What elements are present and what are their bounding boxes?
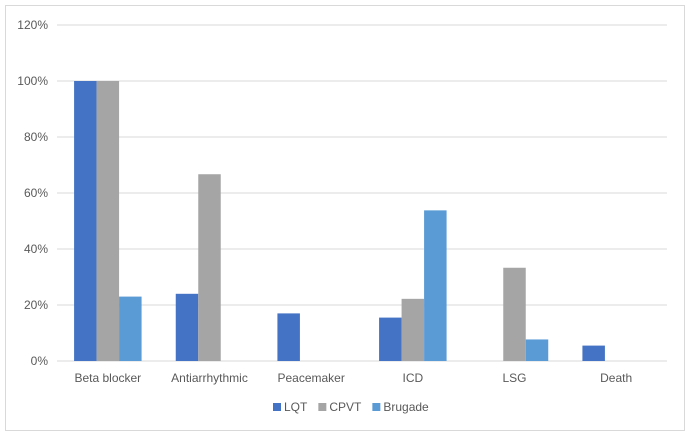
- y-tick-label: 40%: [24, 242, 48, 256]
- bar-brugade-lsg: [525, 339, 549, 361]
- bar-lqt-antiarrhythmic: [175, 293, 199, 361]
- bar-cpvt-lsg: [503, 267, 526, 361]
- x-axis-ticks: Beta blocker Antiarrhythmic Peacemaker ICD L…: [74, 371, 632, 385]
- x-tick-label: Beta blocker: [74, 371, 141, 385]
- y-tick-label: 60%: [24, 186, 48, 200]
- bar-cpvt-icd: [401, 298, 425, 361]
- x-tick-label: LSG: [502, 371, 526, 385]
- y-tick-label: 80%: [24, 130, 48, 144]
- y-tick-label: 100%: [17, 74, 48, 88]
- x-tick-label: Peacemaker: [277, 371, 344, 385]
- bar-cpvt-antiarrhythmic: [198, 174, 221, 361]
- bar-lqt-beta-blocker: [74, 81, 97, 361]
- bar-lqt-icd: [379, 317, 402, 361]
- x-tick-label: ICD: [402, 371, 423, 385]
- legend-label-brugade: Brugade: [383, 400, 429, 414]
- legend-swatch-brugade: [372, 403, 381, 411]
- bar-cpvt-beta-blocker: [96, 81, 120, 361]
- gridlines: [57, 24, 667, 362]
- x-tick-label: Antiarrhythmic: [171, 371, 248, 385]
- bar-brugade-beta-blocker: [119, 296, 142, 361]
- x-tick-label: Death: [600, 371, 632, 385]
- y-tick-label: 120%: [17, 18, 48, 32]
- bar-lqt-peacemaker: [277, 313, 300, 361]
- y-axis-ticks: 0% 20% 40% 60% 80% 100% 120%: [17, 18, 48, 368]
- bar-lqt-death: [582, 345, 605, 361]
- bar-brugade-icd: [424, 210, 447, 361]
- legend-swatch-lqt: [273, 403, 281, 411]
- legend-label-cpvt: CPVT: [329, 400, 362, 414]
- y-tick-label: 20%: [24, 298, 48, 312]
- legend: LQT CPVT Brugade: [273, 400, 429, 414]
- y-tick-label: 0%: [31, 354, 49, 368]
- bars: [74, 81, 605, 361]
- legend-label-lqt: LQT: [284, 400, 308, 414]
- legend-swatch-cpvt: [318, 403, 327, 411]
